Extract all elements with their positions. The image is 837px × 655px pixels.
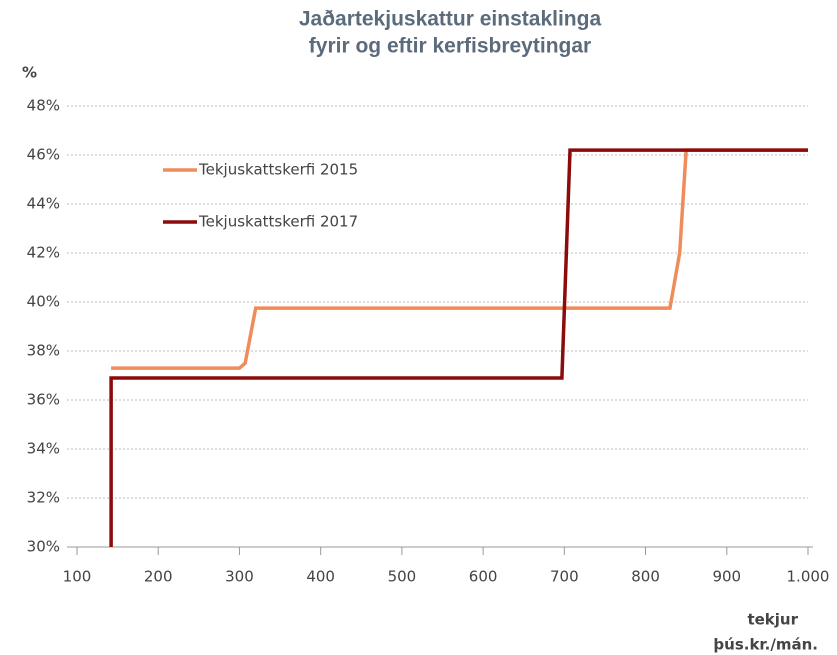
legend-label: Tekjuskattskerfi 2015	[198, 161, 358, 179]
y-tick-label: 38%	[27, 342, 60, 360]
y-tick-label: 44%	[27, 195, 60, 213]
data-line	[109, 148, 808, 547]
chart-title: fyrir og eftir kerfisbreytingar	[309, 35, 591, 58]
x-tick-label: 500	[388, 568, 417, 586]
x-tick-label: 700	[550, 568, 579, 586]
x-tick-label: 400	[306, 568, 335, 586]
x-tick-label: 900	[712, 568, 741, 586]
x-tick-label: 600	[469, 568, 498, 586]
y-tick-label: 32%	[27, 489, 60, 507]
legend-label: Tekjuskattskerfi 2017	[198, 213, 358, 231]
y-tick-label: 46%	[27, 146, 60, 164]
x-axis-label: tekjur	[747, 611, 798, 629]
y-tick-label: 48%	[27, 97, 60, 115]
x-tick-label: 1.000	[787, 568, 830, 586]
y-tick-label: 40%	[27, 293, 60, 311]
x-axis-label: þús.kr./mán.	[713, 636, 818, 654]
y-tick-label: 34%	[27, 440, 60, 458]
x-tick-label: 200	[144, 568, 173, 586]
y-tick-label: 36%	[27, 391, 60, 409]
y-tick-label: 30%	[27, 538, 60, 556]
x-tick-label: 300	[225, 568, 254, 586]
y-tick-label: 42%	[27, 244, 60, 262]
x-tick-label: 800	[631, 568, 660, 586]
data-line	[111, 148, 808, 370]
x-tick-label: 100	[63, 568, 92, 586]
y-axis-label: %	[22, 64, 37, 82]
chart-title: Jaðartekjuskattur einstaklinga	[299, 8, 602, 31]
